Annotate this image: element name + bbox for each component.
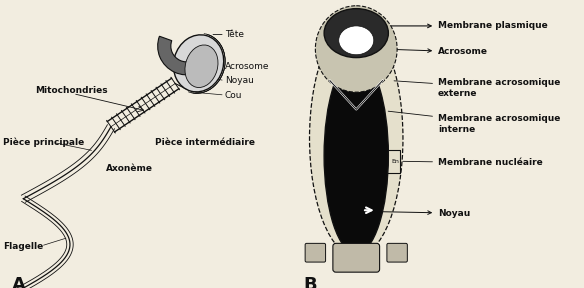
FancyBboxPatch shape	[305, 243, 326, 262]
Text: Acrosome: Acrosome	[225, 62, 269, 71]
Text: Pièce intermédiaire: Pièce intermédiaire	[155, 138, 255, 147]
Text: Pièce principale: Pièce principale	[3, 138, 84, 147]
FancyBboxPatch shape	[333, 243, 380, 272]
Text: Mitochondries: Mitochondries	[35, 86, 107, 95]
Text: Noyau: Noyau	[383, 209, 470, 218]
Ellipse shape	[310, 20, 403, 256]
Wedge shape	[158, 36, 212, 75]
Text: Axonème: Axonème	[106, 164, 153, 173]
Text: Acrosome: Acrosome	[383, 47, 488, 56]
Text: Tête: Tête	[225, 30, 244, 39]
Ellipse shape	[185, 45, 218, 88]
Ellipse shape	[324, 58, 388, 253]
Text: Membrane nucléaire: Membrane nucléaire	[403, 158, 543, 167]
Text: Cou: Cou	[225, 90, 242, 100]
Ellipse shape	[315, 6, 397, 92]
Text: Flagelle: Flagelle	[3, 242, 43, 251]
Ellipse shape	[339, 26, 374, 55]
Ellipse shape	[173, 35, 224, 92]
Text: A: A	[12, 276, 26, 288]
FancyBboxPatch shape	[387, 243, 407, 262]
Text: Membrane plasmique: Membrane plasmique	[388, 21, 548, 31]
Text: Membrane acrosomique
interne: Membrane acrosomique interne	[388, 111, 561, 134]
Text: Membrane acrosomique
externe: Membrane acrosomique externe	[394, 78, 561, 98]
Text: Noyau: Noyau	[225, 76, 253, 85]
Text: B: B	[304, 276, 317, 288]
Ellipse shape	[324, 9, 388, 58]
Text: En: En	[391, 159, 399, 164]
